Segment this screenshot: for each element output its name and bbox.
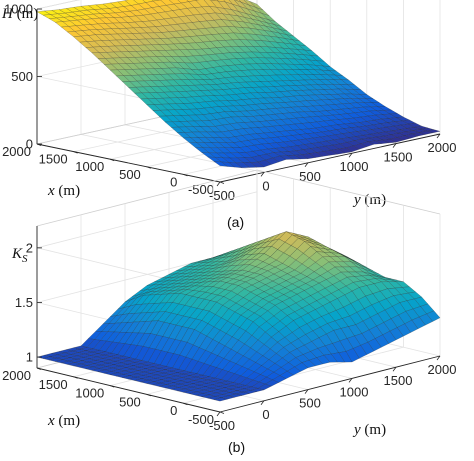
y-tick-label: 1500 [384,150,413,165]
panel-b-caption: (b) [228,439,245,455]
panel-b-x-axis-label: x (m) [47,413,80,429]
x-tick-mark [219,411,225,414]
x-tick-label: 1500 [39,152,68,167]
x-tick-mark [110,158,115,162]
x-tick-mark [36,367,42,370]
y-tick-label: 1500 [384,373,413,388]
x-tick-label: 1500 [39,377,68,392]
y-tick-label: -500 [209,418,235,433]
x-axis-line [36,143,221,183]
x-tick-label: 500 [119,394,141,409]
z-tick-label: 2 [26,240,33,255]
x-tick-mark [73,376,78,379]
y-tick-mark [392,143,397,148]
y-tick-mark [260,400,265,406]
panel-b-axes [36,226,441,417]
panel-a-surface-plot: -5000500100015002000-5000500100015002000… [1,0,456,230]
y-tick-mark [348,152,353,158]
y-tick-mark [260,172,265,177]
y-tick-label: 500 [299,169,321,184]
x-tick-mark [183,174,188,177]
x-tick-label: 0 [170,403,177,418]
panel-a-caption: (a) [227,214,244,230]
panel-b-tick-labels: -500 0 500 1000 1500 2000 -500 0 500 1000 1500 2000… [2,240,456,433]
y-tick-label: 0 [262,407,269,422]
y-tick-mark [304,389,309,394]
panel-a-x-axis-label: x (m) [47,183,80,199]
y-tick-mark [436,355,441,361]
x-tick-label: 500 [119,167,141,182]
panel-a-surface [36,0,441,169]
x-axis-line [36,367,221,413]
panel-b-y-axis-label: y (m) [352,422,386,438]
x-tick-label: 2000 [2,368,31,383]
y-tick-label: 2000 [428,140,457,155]
y-tick-label: 1000 [340,384,369,399]
y-tick-mark [216,411,221,417]
panel-a-z-axis-label: H (m) [1,6,38,22]
x-tick-label: 1000 [75,386,104,401]
surface-patch [213,161,228,167]
x-tick-mark [146,166,151,169]
panel-b-surface [36,231,441,402]
z-tick-label: 500 [11,69,33,84]
panel-b-z-axis-label: KS [11,246,28,265]
surface-patch [213,397,228,402]
x-tick-label: 0 [170,174,177,189]
y-tick-label: 2000 [428,362,457,377]
x-tick-mark [183,402,188,406]
y-tick-mark [348,378,353,383]
y-tick-mark [216,181,221,187]
x-tick-label: 1000 [75,159,104,174]
x-tick-mark [110,385,115,388]
x-tick-mark [73,151,78,154]
y-tick-label: 0 [262,178,269,193]
y-tick-label: 1000 [340,159,369,174]
y-tick-mark [304,162,309,168]
z-tick-label: 1.5 [15,295,33,310]
z-tick-label: 1 [26,350,33,365]
y-tick-mark [436,133,441,139]
x-tick-mark [219,181,225,184]
y-tick-mark [392,366,397,372]
x-tick-label: 2000 [2,144,31,159]
x-tick-mark [146,394,151,397]
x-tick-label: -500 [188,412,214,427]
z-tick-label: 1000 [4,2,33,17]
y-tick-label: 500 [299,396,321,411]
z-tick-label: 0 [26,137,33,152]
y-axis-line [219,355,441,413]
panel-b-surface-plot: -5000500100015002000-5000500100015002000… [2,169,456,455]
